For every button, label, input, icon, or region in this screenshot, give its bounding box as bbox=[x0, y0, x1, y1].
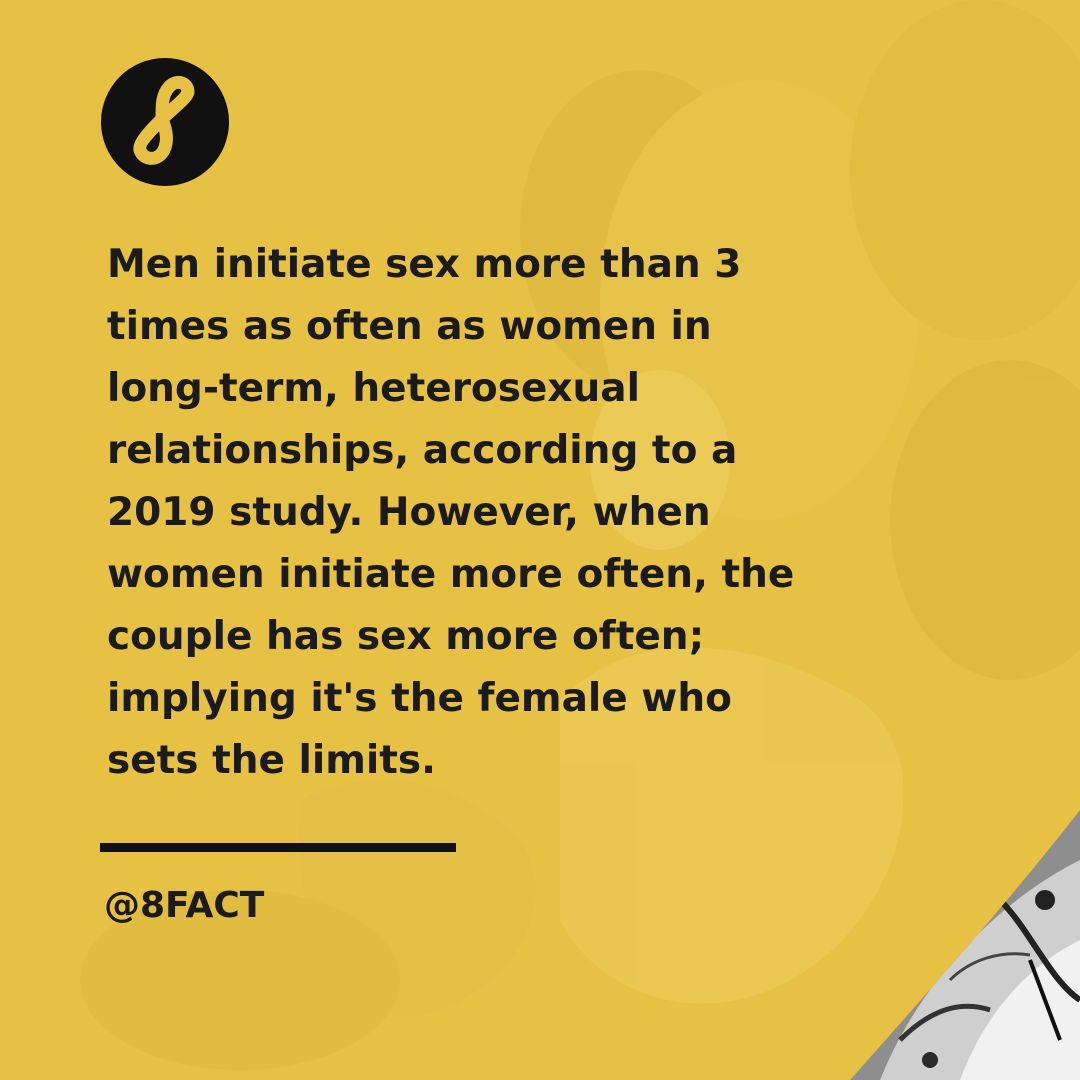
account-handle: @8FACT bbox=[104, 885, 265, 926]
divider-line bbox=[100, 843, 456, 852]
fact-text: Men initiate sex more than 3 times as of… bbox=[107, 242, 795, 783]
brand-logo-icon bbox=[101, 58, 229, 186]
